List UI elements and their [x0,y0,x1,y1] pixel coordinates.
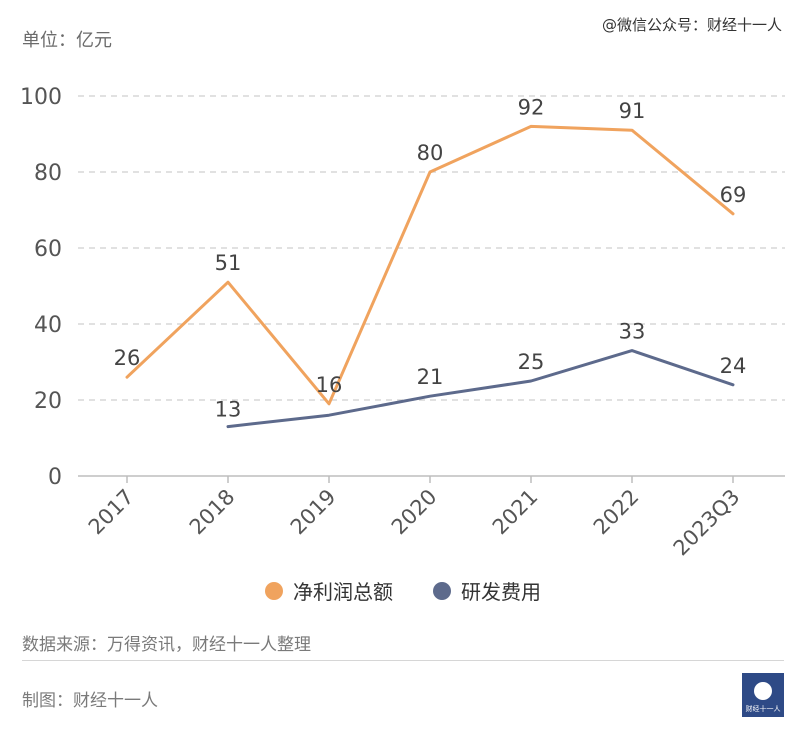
y-tick-label: 40 [34,313,62,338]
logo-icon [754,682,772,700]
legend-marker-net-profit [265,581,283,600]
rd-expense-data-label: 24 [720,354,747,378]
chart-maker: 制图：财经十一人 [22,691,158,711]
x-tick-label: 2023Q3 [669,485,745,561]
net-profit-data-label: 80 [417,141,444,165]
y-tick-label: 80 [34,161,62,186]
rd-expense-data-label: 33 [619,320,646,344]
divider [22,660,784,661]
x-tick-label: 2022 [589,485,644,540]
legend-marker-rd-expense [433,581,451,600]
legend-item-rd-expense[interactable]: 研发费用 [433,576,541,605]
net-profit-data-label: 51 [215,251,242,275]
net-profit-line [125,124,735,406]
data-source: 数据来源：万得资讯，财经十一人整理 [22,635,311,655]
x-tick-label: 2017 [84,485,139,540]
rd-expense-line [226,349,735,429]
brand-logo: 财经十一人 [742,673,784,717]
x-tick-label: 2018 [185,485,240,540]
y-tick-label: 20 [34,389,62,414]
legend-label-net-profit: 净利润总额 [293,580,393,604]
rd-expense-data-label: 21 [417,365,444,389]
net-profit-data-label: 91 [619,99,646,123]
line-chart: 0 20 40 60 80 100 2017 2018 2019 2020 2021 2022 2023… [20,85,785,561]
watermark: @微信公众号：财经十一人 [601,16,782,34]
net-profit-data-label: 69 [720,183,747,207]
rd-expense-data-label: 25 [518,350,545,374]
y-tick-label: 60 [34,237,62,262]
legend: 净利润总额 研发费用 [0,576,806,605]
logo-text: 财经十一人 [745,705,781,713]
net-profit-data-label: 92 [518,95,545,119]
legend-label-rd-expense: 研发费用 [461,580,541,604]
legend-item-net-profit[interactable]: 净利润总额 [265,576,393,605]
net-profit-data-label: 16 [316,373,343,397]
rd-expense-data-label: 13 [215,398,242,422]
net-profit-data-label: 26 [114,346,141,370]
x-tick-label: 2021 [488,485,543,540]
x-tick-label: 2019 [286,485,341,540]
unit-label: 单位：亿元 [22,30,112,51]
y-tick-label: 100 [20,85,62,110]
x-tick-label: 2020 [387,485,442,540]
y-tick-label: 0 [48,465,62,490]
